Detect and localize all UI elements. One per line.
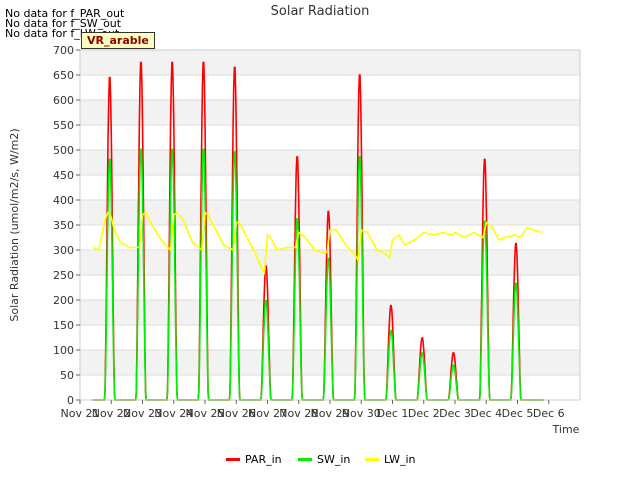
legend-item-lw: LW_in (365, 453, 416, 466)
series-line-lw-in (92, 210, 543, 275)
y-tick-label: 200 (53, 294, 74, 307)
x-tick-label: Dec 3 (439, 407, 471, 420)
legend-item-sw: SW_in (298, 453, 350, 466)
y-tick-label: 600 (53, 94, 74, 107)
x-tick-label: Nov 27 (248, 407, 287, 420)
y-tick-label: 400 (53, 194, 74, 207)
y-tick-label: 450 (53, 169, 74, 182)
y-axis-label: Solar Radiation (umol/m2/s, W/m2) (8, 128, 21, 321)
legend-swatch-lw (365, 458, 379, 461)
legend-swatch-par (226, 458, 240, 461)
grid-band (80, 150, 580, 175)
y-tick-label: 500 (53, 144, 74, 157)
x-tick-label: Nov 29 (311, 407, 350, 420)
y-tick-label: 100 (53, 344, 74, 357)
x-axis-label: Time (552, 423, 580, 436)
y-tick-label: 650 (53, 69, 74, 82)
no-data-note-par: No data for f_PAR_out (5, 7, 125, 20)
y-tick-label: 0 (67, 394, 74, 407)
x-tick-label: Nov 24 (154, 407, 193, 420)
y-tick-label: 250 (53, 269, 74, 282)
x-tick-label: Dec 4 (470, 407, 502, 420)
legend-label-par: PAR_in (245, 453, 282, 466)
y-tick-label: 350 (53, 219, 74, 232)
y-tick-label: 550 (53, 119, 74, 132)
grid-band (80, 100, 580, 125)
y-tick-label: 300 (53, 244, 74, 257)
legend-item-par: PAR_in (226, 453, 282, 466)
x-tick-label: Dec 1 (377, 407, 409, 420)
legend-label-sw: SW_in (317, 453, 351, 466)
x-tick-label: Nov 21 (61, 407, 100, 420)
y-tick-label: 700 (53, 44, 74, 57)
y-tick-label: 50 (60, 369, 74, 382)
x-tick-label: Dec 6 (533, 407, 565, 420)
legend-label-lw: LW_in (384, 453, 416, 466)
x-tick-label: Nov 30 (342, 407, 381, 420)
x-tick-label: Nov 28 (279, 407, 318, 420)
site-label-box: VR_arable (81, 32, 155, 49)
x-tick-label: Dec 2 (408, 407, 440, 420)
x-tick-label: Dec 5 (502, 407, 534, 420)
y-tick-label: 150 (53, 319, 74, 332)
x-tick-label: Nov 25 (186, 407, 225, 420)
chart-title: Solar Radiation (271, 4, 370, 19)
x-tick-label: Nov 23 (123, 407, 162, 420)
no-data-note-sw: No data for f_SW_out (5, 17, 122, 30)
grid-band (80, 350, 580, 375)
legend-swatch-sw (298, 458, 312, 461)
no-data-note-lw: No data for f_LW_out (5, 27, 120, 40)
grid-band (80, 50, 580, 75)
x-tick-label: Nov 22 (92, 407, 131, 420)
x-tick-label: Nov 26 (217, 407, 256, 420)
